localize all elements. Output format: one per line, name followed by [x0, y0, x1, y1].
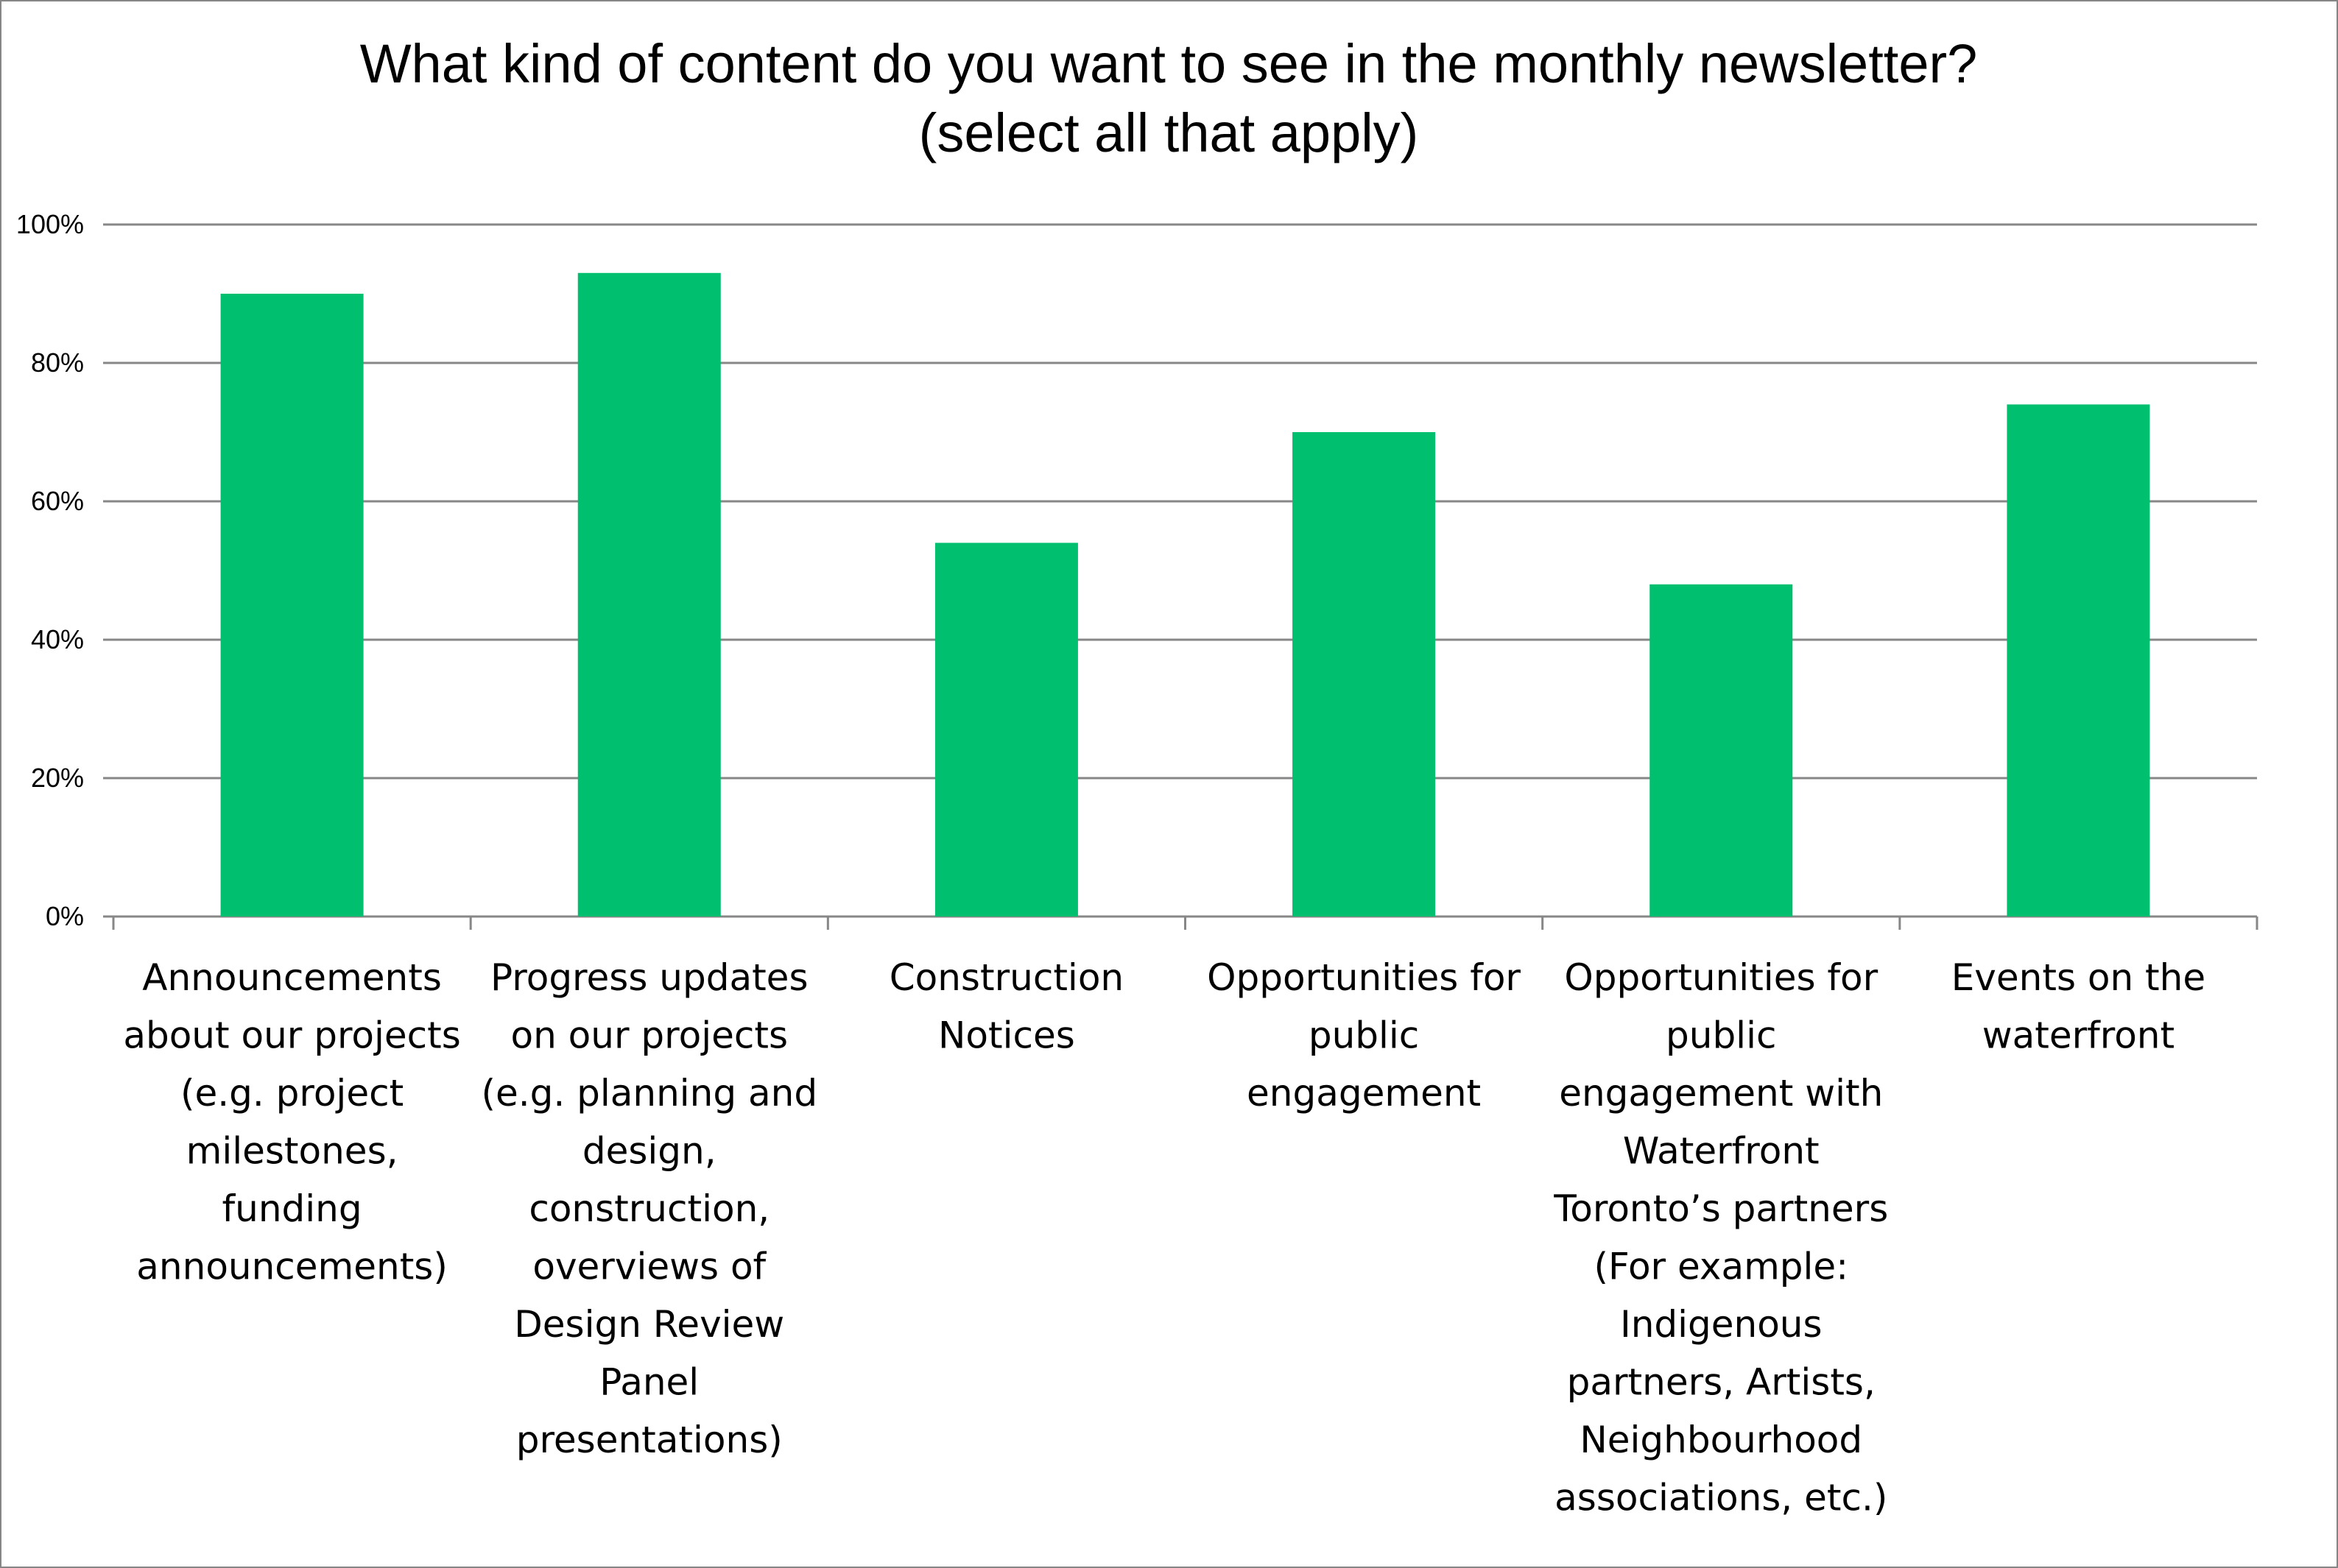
x-category-label-line: Events on the — [1951, 956, 2205, 999]
x-category-label-line: Construction — [890, 956, 1124, 999]
x-category-label: Opportunities for public engagement with Wa… — [1553, 956, 1888, 1519]
x-category-label-line: engagement — [1247, 1072, 1481, 1115]
y-tick-label: 40% — [31, 624, 84, 654]
x-category-label-line: Progress updates — [490, 956, 809, 999]
x-category-label-line: Announcements — [142, 956, 442, 999]
x-category-label-line: Opportunities for — [1207, 956, 1521, 999]
bar — [934, 543, 1078, 917]
bar — [1649, 584, 1793, 917]
x-category-label-line: milestones, — [186, 1130, 398, 1173]
bar — [2007, 404, 2150, 917]
x-category-label-line: waterfront — [1982, 1014, 2175, 1057]
x-category-label-line: Toronto’s partners — [1553, 1187, 1888, 1230]
x-category-label-line: Opportunities for — [1564, 956, 1878, 999]
y-tick-label: 20% — [31, 763, 84, 793]
x-category-label: Events on the waterfront — [1951, 956, 2205, 1057]
x-category-label-line: (e.g. project — [180, 1072, 404, 1115]
x-category-label-line: funding — [222, 1187, 362, 1230]
x-category-label-line: public — [1309, 1014, 1419, 1057]
x-category-label-line: presentations) — [516, 1419, 783, 1461]
x-category-label-line: public — [1666, 1014, 1776, 1057]
gridlines — [103, 223, 2257, 918]
x-category-label-line: Neighbourhood — [1580, 1419, 1862, 1461]
y-tick-label: 100% — [16, 209, 84, 239]
x-category-label-line: associations, etc.) — [1554, 1477, 1887, 1519]
x-category-label-line: partners, Artists, — [1567, 1361, 1876, 1404]
chart-title: What kind of content do you want to see … — [360, 33, 1978, 94]
x-category-label: Announcements about our projects (e.g. pro… — [123, 956, 460, 1288]
x-category-label: Opportunities for public engagement — [1207, 956, 1521, 1115]
bars — [220, 272, 2150, 917]
x-category-label-line: design, — [582, 1130, 716, 1173]
x-category-label-line: announcements) — [136, 1246, 448, 1288]
x-category-label-line: Design Review — [514, 1303, 784, 1346]
x-category-label-line: overviews of — [532, 1246, 767, 1288]
x-category-label-line: (For example: — [1594, 1246, 1848, 1288]
x-category-label-line: engagement with — [1559, 1072, 1883, 1115]
x-category-label: Progress updates on our projects (e.g. pla… — [481, 956, 817, 1461]
y-axis-tick-labels: 0% 20% 40% 60% 80% 100% — [16, 209, 84, 931]
x-category-label-line: about our projects — [123, 1014, 460, 1057]
x-category-label-line: (e.g. planning and — [481, 1072, 817, 1115]
bar — [1292, 432, 1436, 917]
x-category-label-line: Indigenous — [1620, 1303, 1823, 1346]
chart-subtitle: (select all that apply) — [919, 102, 1419, 163]
y-tick-label: 80% — [31, 347, 84, 378]
bar — [577, 272, 721, 917]
x-category-label-line: Notices — [938, 1014, 1075, 1057]
x-category-label-line: on our projects — [511, 1014, 789, 1057]
x-axis-category-labels: Announcements about our projects (e.g. pro… — [123, 956, 2205, 1519]
bar — [220, 294, 364, 917]
y-tick-label: 0% — [46, 901, 84, 931]
x-category-label: Construction Notices — [890, 956, 1124, 1057]
x-category-label-line: Panel — [599, 1361, 699, 1404]
x-category-label-line: Waterfront — [1623, 1130, 1820, 1173]
y-tick-label: 60% — [31, 486, 84, 516]
x-category-label-line: construction, — [529, 1187, 770, 1230]
x-axis — [112, 917, 2258, 930]
